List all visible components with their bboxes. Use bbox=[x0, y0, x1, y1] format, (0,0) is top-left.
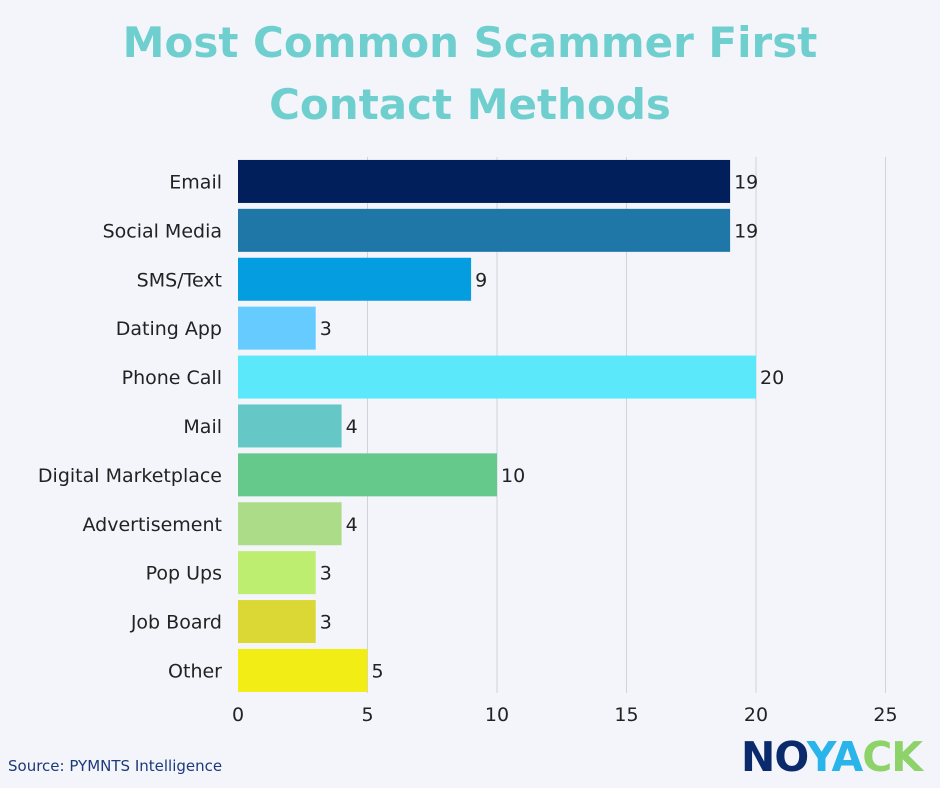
category-label: Social Media bbox=[103, 220, 222, 242]
data-label: 3 bbox=[320, 612, 332, 634]
category-label: Other bbox=[168, 660, 222, 682]
source-note: Source: PYMNTS Intelligence bbox=[8, 757, 223, 775]
x-tick-label: 0 bbox=[232, 704, 244, 726]
data-label: 19 bbox=[734, 171, 758, 193]
data-label: 4 bbox=[346, 416, 358, 438]
data-label: 4 bbox=[346, 514, 358, 536]
data-label: 5 bbox=[372, 660, 384, 682]
category-label: Dating App bbox=[116, 318, 222, 340]
data-label: 3 bbox=[320, 563, 332, 585]
bar bbox=[238, 502, 342, 546]
bar bbox=[238, 208, 731, 252]
bar bbox=[238, 453, 497, 497]
bar bbox=[238, 551, 316, 595]
bar bbox=[238, 257, 472, 301]
bar bbox=[238, 648, 368, 692]
bar bbox=[238, 600, 316, 644]
category-label: Email bbox=[169, 171, 222, 193]
logo-part-3: CK bbox=[862, 733, 923, 781]
data-label: 19 bbox=[734, 220, 758, 242]
category-label: Job Board bbox=[130, 612, 222, 634]
chart-title: Most Common Scammer First Contact Method… bbox=[0, 12, 940, 136]
category-label: Digital Marketplace bbox=[38, 465, 222, 487]
noyack-logo: NOYACK bbox=[741, 732, 923, 782]
category-label: Advertisement bbox=[83, 514, 222, 536]
data-label: 10 bbox=[501, 465, 525, 487]
x-tick-label: 25 bbox=[873, 704, 897, 726]
category-label: Pop Ups bbox=[146, 563, 222, 585]
category-label: Mail bbox=[183, 416, 222, 438]
category-label: Phone Call bbox=[122, 367, 222, 389]
x-tick-label: 5 bbox=[361, 704, 373, 726]
data-label: 3 bbox=[320, 318, 332, 340]
bar bbox=[238, 355, 756, 399]
logo-part-2: YA bbox=[806, 733, 863, 781]
bar bbox=[238, 306, 316, 350]
data-label: 20 bbox=[760, 367, 784, 389]
logo-part-1: NO bbox=[741, 733, 808, 781]
bar bbox=[238, 159, 731, 203]
category-label: SMS/Text bbox=[137, 269, 222, 291]
data-label: 9 bbox=[475, 269, 487, 291]
x-tick-label: 15 bbox=[614, 704, 638, 726]
bar bbox=[238, 404, 342, 448]
x-tick-label: 20 bbox=[744, 704, 768, 726]
title-line-1: Most Common Scammer First bbox=[122, 18, 818, 67]
title-line-2: Contact Methods bbox=[269, 80, 671, 129]
x-tick-label: 10 bbox=[485, 704, 509, 726]
